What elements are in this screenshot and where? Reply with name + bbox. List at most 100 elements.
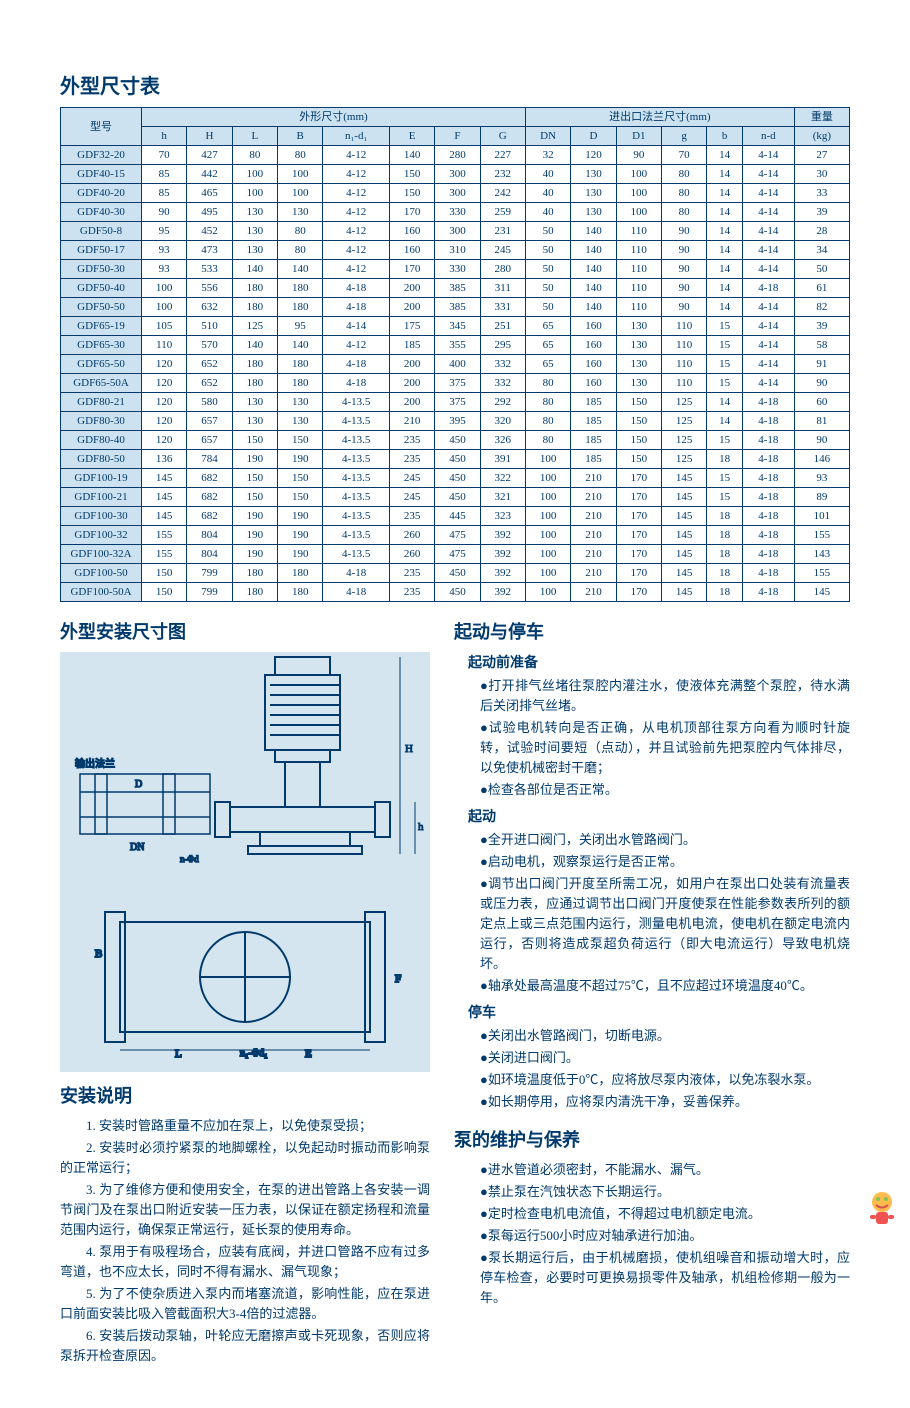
cell-value: 4-14 [742, 184, 794, 203]
cell-value: 140 [571, 241, 616, 260]
cell-value: 4-13.5 [323, 507, 390, 526]
cell-value: 245 [480, 241, 525, 260]
cell-value: 14 [707, 241, 743, 260]
cell-value: 4-18 [323, 374, 390, 393]
sub-start: 起动 [468, 806, 850, 826]
cell-value: 150 [232, 488, 277, 507]
cell-value: 145 [142, 469, 187, 488]
cell-value: 130 [232, 393, 277, 412]
cell-value: 4-13.5 [323, 469, 390, 488]
cell-model: GDF65-50A [61, 374, 142, 393]
cell-value: 375 [435, 393, 480, 412]
cell-value: 4-14 [742, 317, 794, 336]
cell-value: 65 [525, 355, 570, 374]
watermark-icon [862, 1187, 902, 1227]
cell-value: 90 [794, 431, 849, 450]
cell-value: 130 [616, 317, 661, 336]
cell-value: 90 [616, 146, 661, 165]
cell-value: 100 [525, 545, 570, 564]
cell-value: 100 [616, 165, 661, 184]
cell-value: 130 [278, 412, 323, 431]
cell-value: 125 [232, 317, 277, 336]
cell-model: GDF80-50 [61, 450, 142, 469]
stop-text: ●关闭出水管路阀门，切断电源。●关闭进口阀门。●如环境温度低于0℃，应将放尽泵内… [454, 1026, 850, 1112]
cell-value: 150 [616, 431, 661, 450]
cell-value: 80 [525, 412, 570, 431]
cell-value: 15 [707, 355, 743, 374]
cell-value: 160 [389, 222, 434, 241]
cell-value: 15 [707, 374, 743, 393]
cell-value: 180 [232, 298, 277, 317]
cell-value: 32 [525, 146, 570, 165]
cell-value: 15 [707, 317, 743, 336]
cell-value: 130 [616, 374, 661, 393]
cell-value: 39 [794, 203, 849, 222]
cell-value: 130 [616, 355, 661, 374]
cell-model: GDF40-15 [61, 165, 142, 184]
cell-value: 804 [187, 526, 232, 545]
cell-value: 4-14 [742, 374, 794, 393]
cell-value: 15 [707, 488, 743, 507]
cell-value: 90 [661, 222, 706, 241]
cell-value: 391 [480, 450, 525, 469]
cell-value: 150 [278, 431, 323, 450]
svg-text:F: F [395, 973, 401, 985]
cell-value: 130 [232, 203, 277, 222]
cell-value: 120 [142, 431, 187, 450]
cell-value: 200 [389, 355, 434, 374]
cell-value: 235 [389, 564, 434, 583]
title-maint: 泵的维护与保养 [454, 1126, 850, 1152]
cell-value: 533 [187, 260, 232, 279]
cell-value: 100 [525, 488, 570, 507]
cell-value: 130 [571, 184, 616, 203]
cell-value: 682 [187, 488, 232, 507]
cell-model: GDF65-30 [61, 336, 142, 355]
cell-value: 682 [187, 469, 232, 488]
cell-value: 14 [707, 203, 743, 222]
cell-value: 4-12 [323, 260, 390, 279]
cell-value: 4-18 [323, 279, 390, 298]
th-flange: 进出口法兰尺寸(mm) [525, 108, 794, 127]
cell-value: 14 [707, 298, 743, 317]
cell-value: 145 [142, 507, 187, 526]
cell-value: 140 [278, 336, 323, 355]
cell-value: 392 [480, 583, 525, 602]
cell-value: 125 [661, 393, 706, 412]
cell-value: 330 [435, 260, 480, 279]
cell-value: 332 [480, 355, 525, 374]
cell-value: 260 [389, 545, 434, 564]
text-line: ●打开排气丝堵往泵腔内灌注水，使液体充满整个泵腔，待水满后关闭排气丝堵。 [454, 676, 850, 716]
cell-value: 4-18 [742, 279, 794, 298]
cell-value: 180 [232, 374, 277, 393]
cell-value: 130 [571, 165, 616, 184]
cell-value: 34 [794, 241, 849, 260]
cell-value: 450 [435, 431, 480, 450]
text-line: ●泵每运行500小时应对轴承进行加油。 [454, 1226, 850, 1246]
text-line: 5. 为了不使杂质进入泵内而堵塞流道，影响性能，应在泵进口前面安装比吸入管截面积… [60, 1284, 430, 1324]
cell-value: 170 [389, 203, 434, 222]
cell-value: 185 [571, 450, 616, 469]
cell-value: 442 [187, 165, 232, 184]
cell-value: 395 [435, 412, 480, 431]
cell-value: 150 [389, 184, 434, 203]
title-start: 起动与停车 [454, 618, 850, 644]
cell-value: 311 [480, 279, 525, 298]
cell-value: 332 [480, 374, 525, 393]
cell-value: 39 [794, 317, 849, 336]
cell-model: GDF65-50 [61, 355, 142, 374]
cell-value: 80 [661, 184, 706, 203]
cell-model: GDF80-30 [61, 412, 142, 431]
cell-value: 110 [661, 317, 706, 336]
cell-value: 110 [616, 279, 661, 298]
cell-value: 100 [525, 583, 570, 602]
cell-value: 140 [571, 222, 616, 241]
cell-value: 65 [525, 336, 570, 355]
cell-value: 65 [525, 317, 570, 336]
cell-value: 155 [794, 564, 849, 583]
cell-value: 100 [232, 165, 277, 184]
cell-value: 4-18 [742, 564, 794, 583]
cell-value: 570 [187, 336, 232, 355]
cell-value: 143 [794, 545, 849, 564]
cell-value: 300 [435, 184, 480, 203]
cell-value: 280 [480, 260, 525, 279]
